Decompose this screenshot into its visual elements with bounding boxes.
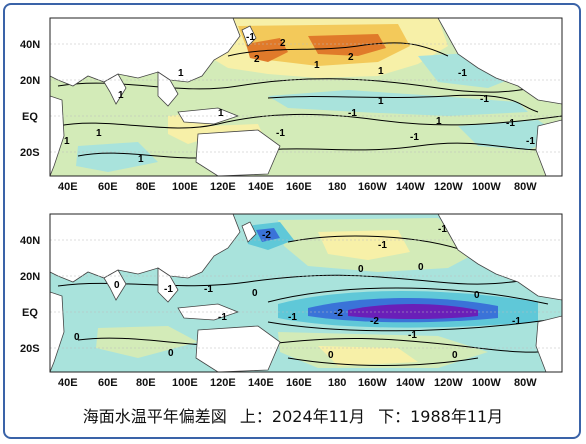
contour-label: 1 (64, 136, 70, 147)
lon-label: 120E (210, 377, 236, 389)
lon-label: 40E (58, 181, 78, 193)
lon-label: 180 (328, 181, 346, 193)
lon-label: 60E (98, 181, 118, 193)
contour-label: -2 (370, 316, 379, 327)
cold-tongue-core (348, 304, 478, 319)
lat-label: EQ (22, 111, 38, 123)
lat-label: 20N (20, 75, 40, 87)
contour-label: -1 (246, 32, 255, 43)
contour-label: -1 (204, 284, 213, 295)
land-africa (50, 95, 65, 176)
lon-label: 80W (514, 377, 537, 389)
contour-label: -1 (348, 108, 357, 119)
land-se-asia (157, 71, 179, 107)
contour-label: -1 (218, 312, 227, 323)
warm-patch-sp (318, 346, 418, 366)
land-australia (195, 129, 281, 176)
contour-label: 2 (280, 38, 286, 49)
figure-caption: 海面水温平年偏差図 上：2024年11月 下：1988年11月 (0, 403, 586, 427)
contour-label: -1 (408, 330, 417, 341)
lon-label: 100E (172, 377, 198, 389)
contour-label: 0 (74, 332, 80, 343)
contour-label: 1 (138, 154, 144, 165)
lon-label: 120E (210, 181, 236, 193)
contour-label: -1 (410, 132, 419, 143)
lon-label: 80E (136, 181, 156, 193)
contour-label: 0 (252, 288, 258, 299)
contour-label: 1 (178, 68, 184, 79)
caption-bottom: 下：1988年11月 (378, 407, 504, 426)
contour-label: 0 (452, 350, 458, 361)
lon-label: 140E (248, 377, 274, 389)
cool-anomaly-ep (458, 120, 562, 150)
contour-label: 0 (328, 350, 334, 361)
cold-patch-japan-core (256, 228, 280, 242)
contour-label: 2 (348, 52, 354, 63)
near-zero-io (96, 326, 198, 358)
contour-label: -1 (276, 128, 285, 139)
contour-label: 1 (378, 66, 384, 77)
contour-label: -1 (480, 94, 489, 105)
contour-label: 1 (314, 60, 320, 71)
contour-label: -1 (288, 312, 297, 323)
cool-anomaly-io (76, 142, 158, 172)
land-japan (241, 25, 257, 47)
warm-anomaly-np-peak (308, 34, 386, 56)
lon-label: 100W (472, 377, 501, 389)
contour-label: 0 (474, 290, 480, 301)
lat-label: 40N (20, 235, 40, 247)
lat-label: EQ (22, 307, 38, 319)
lon-label: 160E (286, 181, 312, 193)
land-south-america (535, 119, 562, 176)
contour-label: 1 (378, 96, 384, 107)
contour-label: -2 (262, 230, 271, 241)
lat-label: 20N (20, 271, 40, 283)
lon-label: 160W (358, 181, 387, 193)
lat-label: 40N (20, 39, 40, 51)
contour-label: -1 (438, 224, 447, 235)
warm-patch-np (318, 230, 410, 260)
contour-label: -1 (526, 136, 535, 147)
lon-label: 100E (172, 181, 198, 193)
contour-label: -1 (378, 240, 387, 251)
map-panel-bottom: 40N 20N EQ 20S 40E 60E 80E 100E 120E 140… (18, 212, 570, 394)
contour-label: 1 (218, 108, 224, 119)
contour-label: 1 (96, 128, 102, 139)
contour-label: -1 (506, 118, 515, 129)
lon-label: 180 (328, 377, 346, 389)
lon-label: 160E (286, 377, 312, 389)
land-india (103, 73, 127, 105)
contour-label: 1 (436, 116, 442, 127)
contour-label: 0 (168, 348, 174, 359)
contour-label: 0 (418, 262, 424, 273)
lat-label: 20S (20, 343, 40, 355)
lon-label: 140E (248, 181, 274, 193)
caption-top: 上：2024年11月 (239, 407, 365, 426)
contour-label: -1 (458, 68, 467, 79)
contour-label: -1 (512, 316, 521, 327)
contour-label: 0 (114, 280, 120, 291)
contour-label: 2 (254, 54, 260, 65)
contour-label: 0 (358, 264, 364, 275)
lon-label: 140W (396, 181, 425, 193)
lon-label: 80E (136, 377, 156, 389)
lon-label: 100W (472, 181, 501, 193)
lon-label: 120W (434, 377, 463, 389)
contour-label: 1 (118, 90, 124, 101)
land-north-america (437, 18, 562, 105)
lat-label: 20S (20, 147, 40, 159)
contour-label: -2 (334, 308, 343, 319)
lon-label: 40E (58, 377, 78, 389)
lon-label: 120W (434, 181, 463, 193)
lon-label: 140W (396, 377, 425, 389)
lon-label: 80W (514, 181, 537, 193)
map-panel-top: 40N 20N EQ 20S 40E 60E 80E 100E 120E 140… (18, 16, 570, 196)
warm-anomaly-japan (246, 38, 288, 62)
lon-label: 60E (98, 377, 118, 389)
caption-title: 海面水温平年偏差図 (82, 407, 227, 426)
lon-label: 160W (358, 377, 387, 389)
contour-label: -1 (164, 284, 173, 295)
